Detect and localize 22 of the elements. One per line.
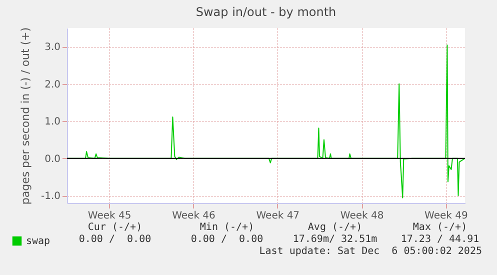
text: Avg (-/+) [308, 222, 362, 233]
y-tick-label: 0.0 [44, 154, 60, 165]
text: 0.00 / 0.00 [190, 234, 264, 245]
text: Cur (-/+) [88, 222, 142, 233]
y-tick-label: 2.0 [44, 79, 60, 90]
legend-label: swap [26, 236, 50, 247]
x-tick-label: Week 45 [88, 210, 132, 222]
chart-title: Swap in/out - by month [196, 4, 336, 19]
y-tick-label: -1.0 [40, 191, 60, 202]
text: 17.69m/ 32.51m [292, 234, 378, 245]
x-tick-label: Week 48 [340, 210, 384, 222]
x-tick-label: Week 49 [424, 210, 468, 222]
x-tick-label: Week 46 [172, 210, 216, 222]
x-tick-label: Week 47 [256, 210, 300, 222]
y-tick-label: 3.0 [44, 42, 60, 54]
text: Last update: Sat Dec 6 05:00:02 2025 [259, 246, 482, 257]
y-axis-title: pages per second in (-) / out (+) [18, 27, 32, 205]
text: Min (-/+) [200, 222, 254, 233]
text: Max (-/+) [412, 222, 468, 233]
text: 0.00 / 0.00 [78, 234, 152, 245]
y-tick-label: 1.0 [44, 116, 60, 128]
text: 17.23 / 44.91 [400, 234, 480, 245]
